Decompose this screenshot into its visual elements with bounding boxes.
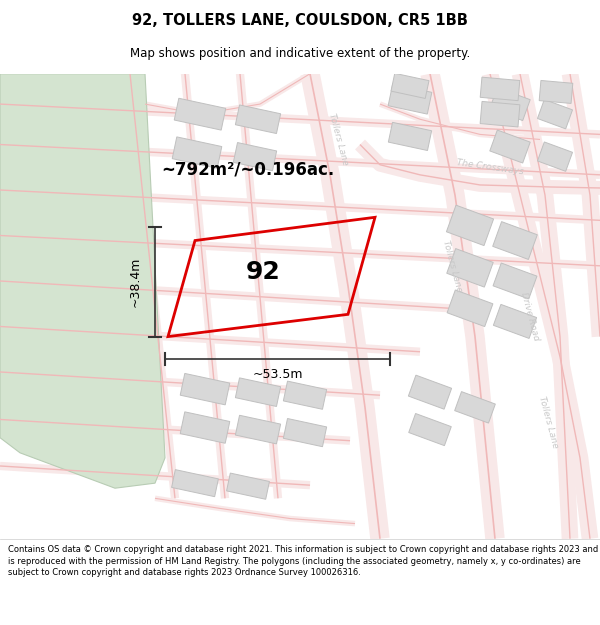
Polygon shape — [391, 73, 429, 99]
Polygon shape — [538, 99, 572, 129]
Polygon shape — [490, 130, 530, 163]
Polygon shape — [539, 81, 573, 103]
Text: Tollers Lane: Tollers Lane — [537, 396, 559, 449]
Text: Drive Road: Drive Road — [519, 291, 541, 342]
Polygon shape — [233, 142, 277, 171]
Polygon shape — [538, 142, 572, 171]
Text: Map shows position and indicative extent of the property.: Map shows position and indicative extent… — [130, 47, 470, 59]
Polygon shape — [493, 222, 538, 259]
Polygon shape — [0, 74, 165, 488]
Polygon shape — [388, 84, 432, 114]
Polygon shape — [235, 415, 281, 444]
Polygon shape — [174, 98, 226, 130]
Polygon shape — [172, 469, 218, 497]
Polygon shape — [227, 473, 269, 499]
Polygon shape — [388, 122, 431, 151]
Polygon shape — [447, 249, 493, 287]
Polygon shape — [490, 88, 530, 121]
Polygon shape — [455, 392, 496, 423]
Polygon shape — [283, 419, 326, 447]
Text: ~53.5m: ~53.5m — [252, 369, 303, 381]
Polygon shape — [409, 414, 451, 446]
Polygon shape — [409, 375, 452, 409]
Polygon shape — [172, 137, 222, 168]
Text: ~38.4m: ~38.4m — [128, 257, 142, 307]
Text: Contains OS data © Crown copyright and database right 2021. This information is : Contains OS data © Crown copyright and d… — [8, 545, 598, 578]
Text: 92: 92 — [246, 260, 281, 284]
Text: 92, TOLLERS LANE, COULSDON, CR5 1BB: 92, TOLLERS LANE, COULSDON, CR5 1BB — [132, 13, 468, 28]
Text: The Crossways: The Crossways — [456, 158, 524, 176]
Polygon shape — [446, 205, 494, 246]
Polygon shape — [235, 378, 281, 406]
Text: Tollers Lane: Tollers Lane — [327, 112, 349, 166]
Polygon shape — [180, 373, 230, 405]
Text: Tollers Lane: Tollers Lane — [441, 239, 463, 293]
Polygon shape — [235, 105, 281, 134]
Polygon shape — [493, 304, 536, 338]
Polygon shape — [480, 77, 520, 101]
Polygon shape — [493, 263, 537, 299]
Text: ~792m²/~0.196ac.: ~792m²/~0.196ac. — [161, 161, 335, 179]
Polygon shape — [283, 381, 326, 409]
Polygon shape — [480, 101, 520, 127]
Polygon shape — [447, 290, 493, 327]
Polygon shape — [180, 412, 230, 443]
